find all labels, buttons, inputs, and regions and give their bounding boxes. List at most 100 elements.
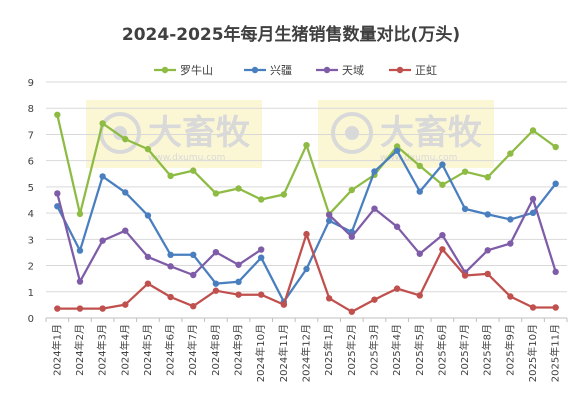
x-tick-label: 2024年8月: [209, 324, 222, 376]
legend-marker: [323, 66, 331, 74]
legend-marker: [251, 66, 259, 74]
data-point: [257, 246, 265, 253]
data-point: [76, 278, 84, 285]
x-tick-label: 2025年4月: [390, 324, 403, 376]
series-group: [54, 111, 559, 315]
data-point: [439, 181, 446, 188]
chart-title: 2024-2025年每月生猪销售数量对比(万头): [122, 24, 460, 45]
y-tick-label: 0: [28, 314, 34, 325]
data-point: [371, 296, 378, 303]
data-point: [461, 272, 469, 279]
watermark-site: www.dxumu.com: [380, 153, 457, 163]
y-tick-label: 4: [28, 209, 34, 220]
data-point: [54, 190, 61, 197]
y-tick-label: 7: [28, 130, 34, 141]
data-point: [507, 293, 514, 300]
x-tick-label: 2025年8月: [481, 324, 494, 376]
data-point: [257, 196, 265, 203]
data-point: [484, 247, 491, 254]
x-tick-label: 2025年9月: [503, 324, 516, 376]
data-point: [529, 209, 537, 217]
data-point: [393, 147, 401, 154]
data-point: [529, 304, 537, 311]
data-point: [280, 191, 288, 198]
watermark-logo-icon: [331, 112, 373, 154]
data-point: [122, 135, 129, 143]
data-point: [507, 216, 514, 223]
data-point: [484, 211, 491, 218]
data-point: [416, 292, 423, 299]
watermark-site: www.dxumu.com: [148, 153, 225, 163]
data-point: [167, 172, 174, 180]
data-point: [54, 203, 61, 210]
data-point: [325, 217, 333, 224]
data-point: [393, 285, 401, 292]
data-point: [348, 186, 356, 194]
data-point: [461, 205, 469, 213]
data-point: [76, 247, 84, 254]
legend: 罗牛山 兴疆 天域 正虹: [154, 63, 437, 77]
legend-item: 兴疆: [244, 64, 292, 77]
legend-item: 天域: [316, 64, 364, 77]
x-tick-label: 2025年1月: [322, 324, 335, 376]
data-point: [190, 271, 197, 279]
data-point: [348, 233, 356, 240]
x-tick-label: 2024年5月: [141, 324, 154, 376]
data-point: [439, 161, 446, 168]
data-point: [190, 251, 197, 259]
data-point: [416, 250, 423, 257]
data-point: [235, 278, 242, 286]
x-tick-label: 2025年10月: [526, 324, 539, 382]
y-tick-label: 5: [28, 183, 34, 194]
x-tick-label: 2024年7月: [186, 324, 199, 376]
data-point: [76, 305, 84, 312]
data-point: [99, 173, 106, 180]
data-point: [416, 188, 423, 195]
legend-label: 天域: [342, 64, 364, 77]
data-point: [144, 280, 152, 287]
data-point: [122, 227, 129, 234]
data-point: [461, 168, 469, 175]
data-point: [325, 295, 333, 302]
data-point: [99, 120, 106, 127]
data-point: [529, 127, 537, 134]
data-point: [529, 195, 537, 203]
data-point: [552, 180, 559, 187]
x-tick-label: 2025年2月: [345, 324, 358, 376]
data-point: [99, 305, 106, 312]
legend-marker: [396, 66, 404, 74]
data-point: [484, 173, 491, 181]
data-point: [54, 305, 61, 312]
data-point: [167, 263, 174, 270]
data-point: [303, 265, 310, 273]
data-point: [54, 111, 61, 118]
data-point: [167, 293, 174, 301]
data-point: [190, 167, 197, 174]
series-4: [54, 230, 559, 315]
y-tick-label: 8: [28, 104, 34, 115]
data-point: [190, 303, 197, 310]
data-point: [212, 190, 220, 197]
data-point: [393, 223, 401, 230]
data-point: [144, 145, 152, 153]
data-point: [76, 210, 84, 218]
x-tick-label: 2024年9月: [232, 324, 245, 376]
y-tick-label: 9: [28, 78, 34, 89]
x-tick-label: 2024年2月: [73, 324, 86, 376]
watermark-brand: 大畜牧: [148, 113, 251, 153]
legend-label: 正虹: [415, 64, 437, 77]
data-point: [348, 308, 356, 315]
x-tick-label: 2025年5月: [413, 324, 426, 376]
series-3: [54, 190, 559, 285]
data-point: [122, 189, 129, 196]
legend-item: 正虹: [389, 64, 437, 77]
data-point: [257, 254, 265, 261]
y-tick-label: 6: [28, 157, 34, 168]
data-point: [484, 270, 491, 278]
y-tick-label: 3: [28, 235, 34, 246]
y-tick-label: 1: [28, 288, 34, 299]
data-point: [439, 246, 446, 253]
